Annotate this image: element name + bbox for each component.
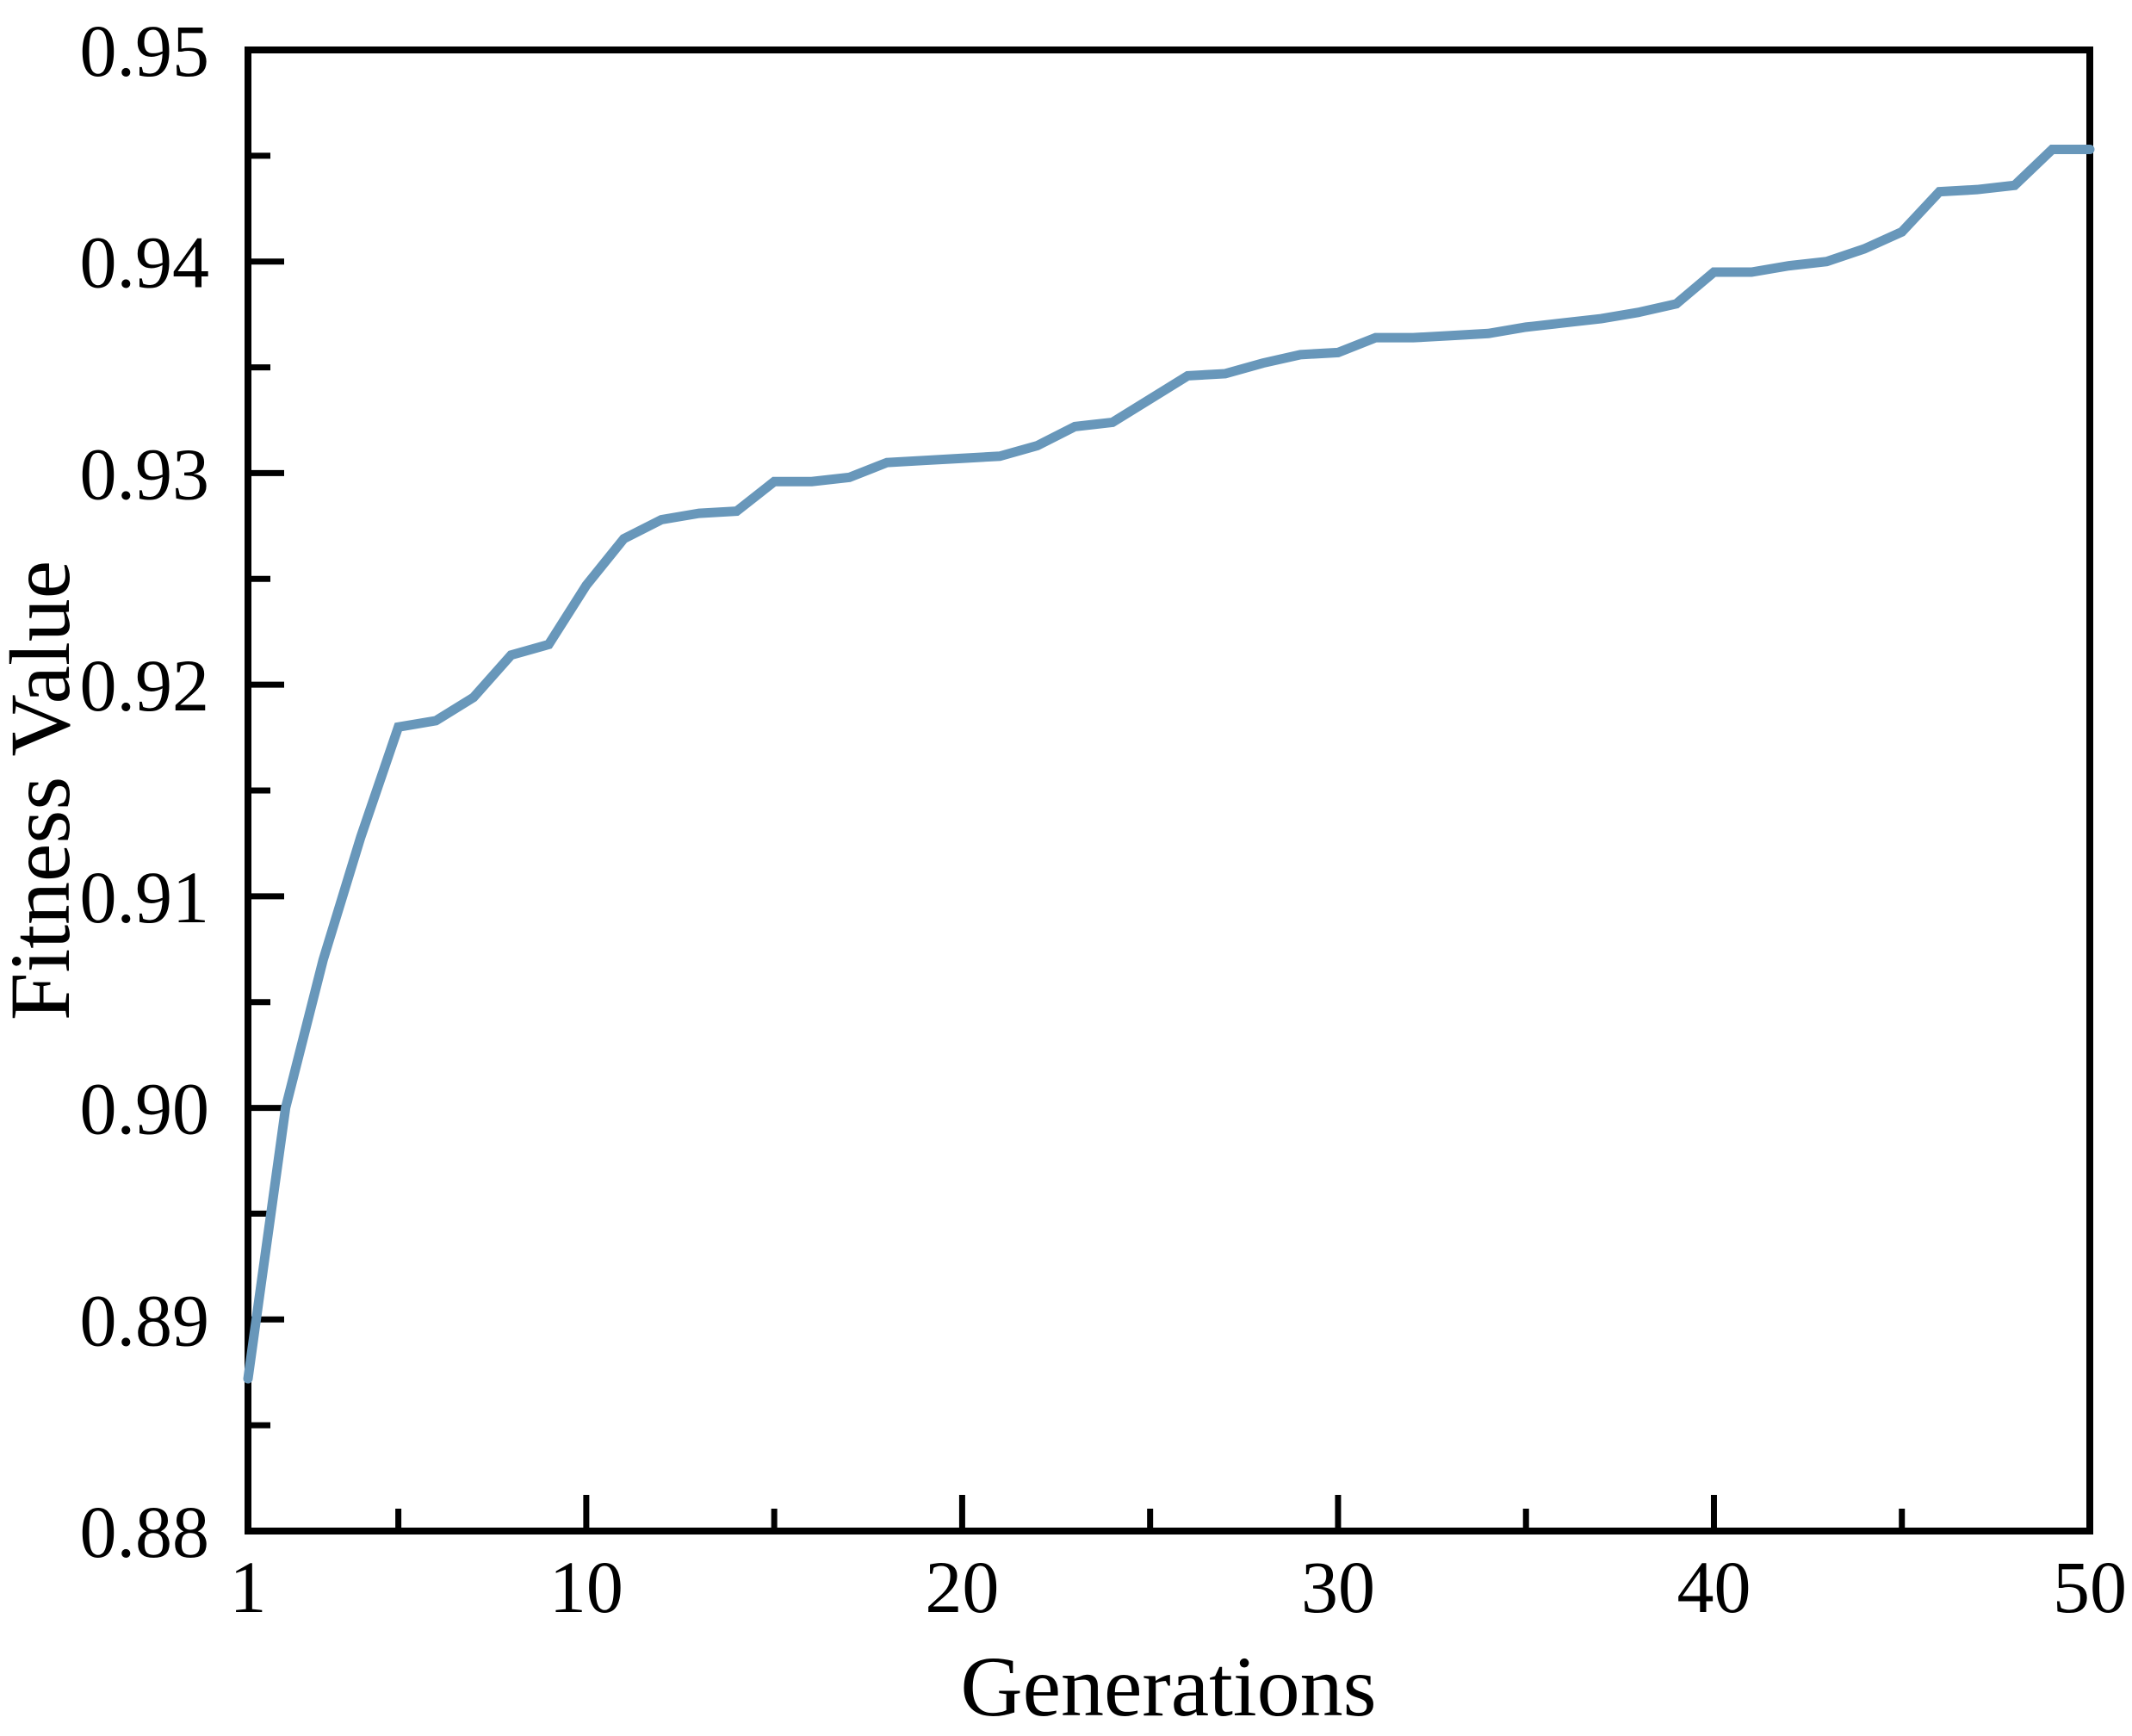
axis-ticks	[245, 46, 2093, 1534]
series-line-best-fitness	[243, 144, 2095, 1384]
y-tick-label: 0.95	[80, 9, 210, 92]
y-tick-label: 0.93	[80, 432, 210, 515]
x-tick-label: 20	[925, 1546, 999, 1628]
y-tick-label: 0.94	[80, 221, 210, 304]
plot-area-border	[245, 46, 2093, 1534]
axis-tick-labels: 1 10 20 30 40 50 0.88 0.89 0.90 0.91 0.92 0.93 0.94 0…	[80, 9, 2128, 1628]
y-tick-label: 0.91	[80, 856, 210, 939]
x-tick-label: 10	[549, 1546, 623, 1628]
y-tick-label: 0.92	[80, 644, 210, 727]
x-tick-label: 50	[2053, 1546, 2127, 1628]
y-tick-label: 0.90	[80, 1068, 210, 1150]
series-group	[243, 144, 2095, 1384]
x-tick-label: 40	[1676, 1546, 1751, 1628]
y-tick-label: 0.89	[80, 1279, 210, 1361]
x-axis-title: Generations	[960, 1639, 1376, 1734]
y-tick-label: 0.88	[80, 1491, 210, 1573]
x-tick-label: 1	[230, 1546, 267, 1628]
y-axis-title: Fitness Value	[0, 561, 88, 1020]
x-tick-label: 30	[1301, 1546, 1375, 1628]
